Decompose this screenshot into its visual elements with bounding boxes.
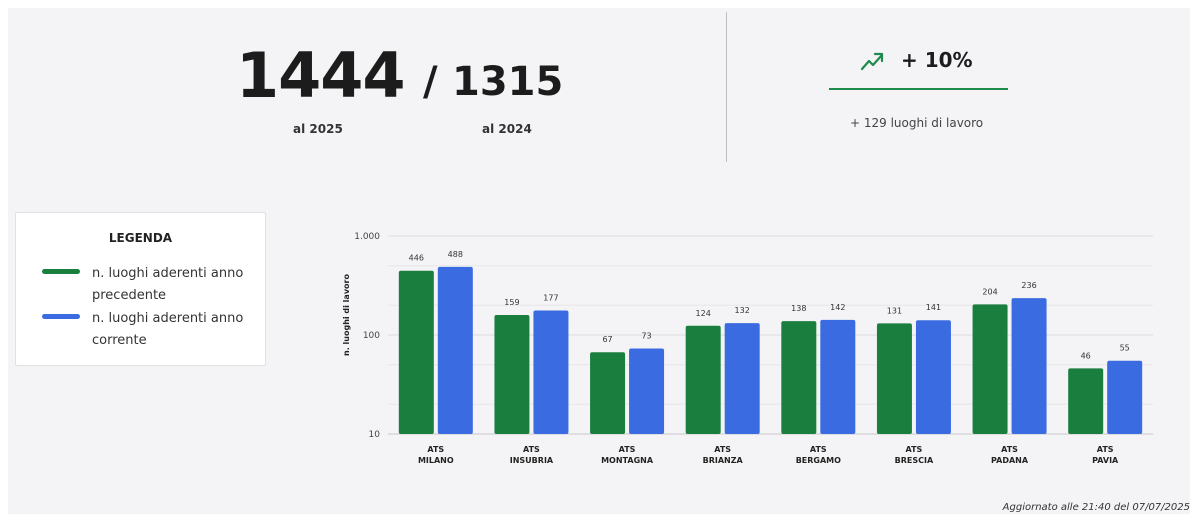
bar (820, 319, 856, 434)
legend-swatch-current (42, 314, 80, 319)
x-tick-label: PADANA (991, 456, 1029, 465)
data-label: 55 (1120, 344, 1130, 353)
legend-label-previous: n. luoghi aderenti anno precedente (92, 266, 244, 303)
x-tick-label: ATS (427, 445, 444, 454)
vertical-divider (726, 12, 727, 162)
y-tick-label: 10 (369, 430, 381, 440)
data-label: 159 (504, 298, 519, 307)
bar (1068, 368, 1104, 434)
kpi-separator: / (423, 59, 438, 105)
data-label: 204 (982, 287, 997, 296)
previous-count: 1315 (452, 59, 564, 105)
data-label: 46 (1081, 351, 1091, 360)
bar (533, 310, 569, 434)
kpi-section: 1444 / 1315 al 2025 al 2024 (8, 8, 728, 168)
bar (972, 304, 1008, 434)
x-tick-label: PAVIA (1092, 456, 1119, 465)
bar-chart: 10 100 1.000 n. luoghi di lavoro 446 488 ATS MI… (342, 232, 1153, 465)
legend-swatch-previous (42, 269, 80, 274)
data-label: 138 (791, 304, 806, 313)
bar (876, 323, 912, 434)
x-tick-label: ATS (1097, 445, 1114, 454)
x-tick-label: INSUBRIA (510, 456, 554, 465)
bar (685, 325, 721, 434)
data-label: 73 (641, 332, 651, 341)
y-axis-label: n. luoghi di lavoro (342, 274, 351, 356)
x-tick-label: MILANO (418, 456, 454, 465)
data-label: 132 (735, 306, 750, 315)
legend: LEGENDA n. luoghi aderenti anno preceden… (15, 212, 266, 366)
bar (629, 348, 665, 434)
data-label: 177 (543, 293, 558, 302)
data-label: 236 (1021, 281, 1036, 290)
data-label: 131 (887, 306, 902, 315)
y-tick-label: 100 (363, 331, 380, 341)
trending-up-icon (860, 52, 884, 71)
bar (590, 352, 626, 434)
previous-year-label: al 2024 (482, 122, 532, 136)
current-year-label: al 2025 (293, 122, 343, 136)
y-tick-label: 1.000 (354, 232, 380, 242)
trend-underline (829, 88, 1008, 90)
bar (437, 266, 473, 434)
x-tick-label: ATS (810, 445, 827, 454)
bar (724, 323, 760, 434)
bar (1107, 360, 1143, 434)
bar (915, 320, 951, 434)
x-tick-label: BERGAMO (796, 456, 841, 465)
last-updated-note: Aggiornato alle 21:40 del 07/07/2025 (1002, 502, 1190, 513)
x-tick-label: ATS (523, 445, 540, 454)
data-label: 124 (696, 309, 711, 318)
data-label: 141 (926, 303, 941, 312)
x-tick-label: MONTAGNA (601, 456, 654, 465)
data-label: 446 (409, 254, 424, 263)
legend-label-current: n. luoghi aderenti anno corrente (92, 311, 244, 348)
bar (398, 270, 434, 434)
data-label: 67 (602, 335, 612, 344)
x-tick-label: ATS (619, 445, 636, 454)
x-tick-label: ATS (1001, 445, 1018, 454)
x-tick-label: BRIANZA (703, 456, 744, 465)
trend-subtext: + 129 luoghi di lavoro (850, 116, 984, 130)
current-count: 1444 (236, 39, 406, 112)
dashboard-panel: 1444 / 1315 al 2025 al 2024 + 10% + 129 … (8, 8, 1190, 514)
data-label: 488 (448, 250, 463, 259)
x-tick-label: ATS (714, 445, 731, 454)
bar (781, 321, 817, 434)
legend-title: LEGENDA (108, 231, 173, 245)
data-label: 142 (830, 303, 845, 312)
bar (494, 315, 530, 434)
x-tick-label: ATS (906, 445, 923, 454)
trend-percent: + 10% (901, 48, 973, 72)
x-tick-label: BRESCIA (895, 456, 934, 465)
bar (1011, 298, 1047, 434)
